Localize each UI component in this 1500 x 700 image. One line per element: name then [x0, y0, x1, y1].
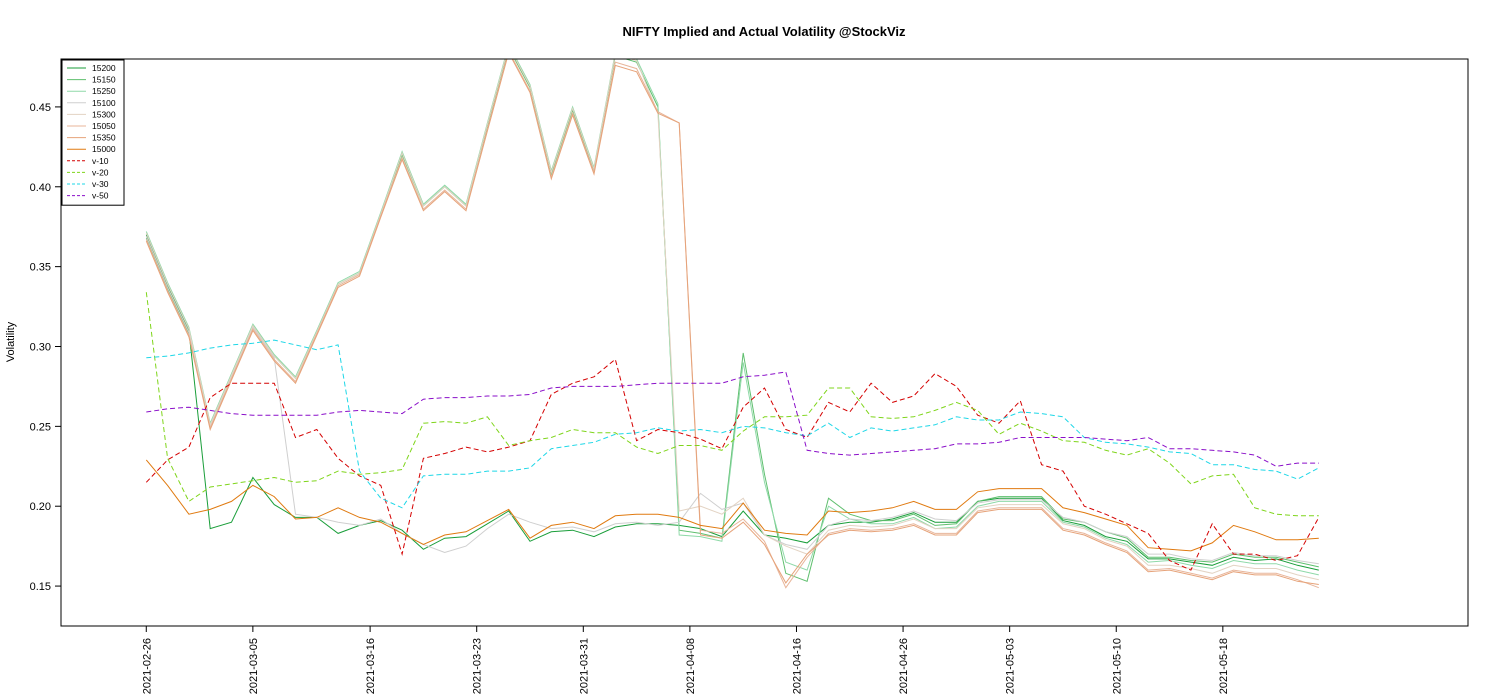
legend-label: v-50 — [92, 191, 109, 201]
legend-label: 15200 — [92, 63, 116, 73]
x-tick-label: 2021-05-10 — [1111, 638, 1123, 694]
x-tick-label: 2021-04-16 — [791, 638, 803, 694]
legend-label: 15300 — [92, 109, 116, 119]
y-tick-label: 0.20 — [30, 501, 51, 513]
series-line-15050 — [145, 59, 1319, 589]
y-axis-label: Volatility — [5, 321, 17, 362]
legend-label: 15150 — [92, 75, 116, 85]
series-line-15000 — [145, 459, 1319, 552]
legend-label: v-10 — [92, 156, 109, 166]
legend-label: v-20 — [92, 167, 109, 177]
series-layer — [145, 59, 1320, 589]
legend-label: v-30 — [92, 179, 109, 189]
series-line-15200 — [145, 234, 1319, 571]
series-line-15300 — [145, 59, 1319, 581]
legend-box — [61, 59, 125, 206]
y-tick-label: 0.25 — [30, 421, 51, 433]
x-tick-label: 2021-03-23 — [472, 638, 484, 694]
series-line-15350 — [145, 59, 1319, 585]
series-line-v-20 — [145, 292, 1319, 517]
legend-label: 15350 — [92, 133, 116, 143]
y-tick-label: 0.15 — [30, 581, 51, 593]
chart-title: NIFTY Implied and Actual Volatility @Sto… — [622, 24, 906, 39]
x-tick-label: 2021-03-16 — [365, 638, 377, 694]
series-line-15150 — [145, 59, 1319, 582]
legend-label: 15100 — [92, 98, 116, 108]
y-tick-label: 0.30 — [30, 341, 51, 353]
x-tick-label: 2021-03-31 — [578, 638, 590, 694]
y-tick-label: 0.35 — [30, 262, 51, 274]
x-tick-label: 2021-02-26 — [141, 638, 153, 694]
x-tick-label: 2021-05-18 — [1218, 638, 1230, 694]
legend-label: 15000 — [92, 144, 116, 154]
series-line-v-30 — [146, 339, 1320, 509]
series-line-v-10 — [145, 358, 1320, 571]
x-tick-label: 2021-03-05 — [248, 638, 260, 694]
y-tick-label: 0.45 — [30, 102, 51, 114]
legend-label: 15050 — [92, 121, 116, 131]
x-tick-label: 2021-04-08 — [685, 638, 697, 694]
plot-frame — [60, 58, 1469, 627]
x-tick-label: 2021-04-26 — [898, 638, 910, 694]
y-tick-label: 0.40 — [30, 182, 51, 194]
x-tick-label: 2021-05-03 — [1005, 638, 1017, 694]
series-line-15250 — [145, 59, 1319, 576]
axes-layer: 0.15 0.20 0.25 0.30 0.35 0.40 0.45 2021-02-26 20… — [30, 102, 1230, 694]
series-line-v-50 — [146, 371, 1319, 467]
legend-label: 15250 — [92, 86, 116, 96]
